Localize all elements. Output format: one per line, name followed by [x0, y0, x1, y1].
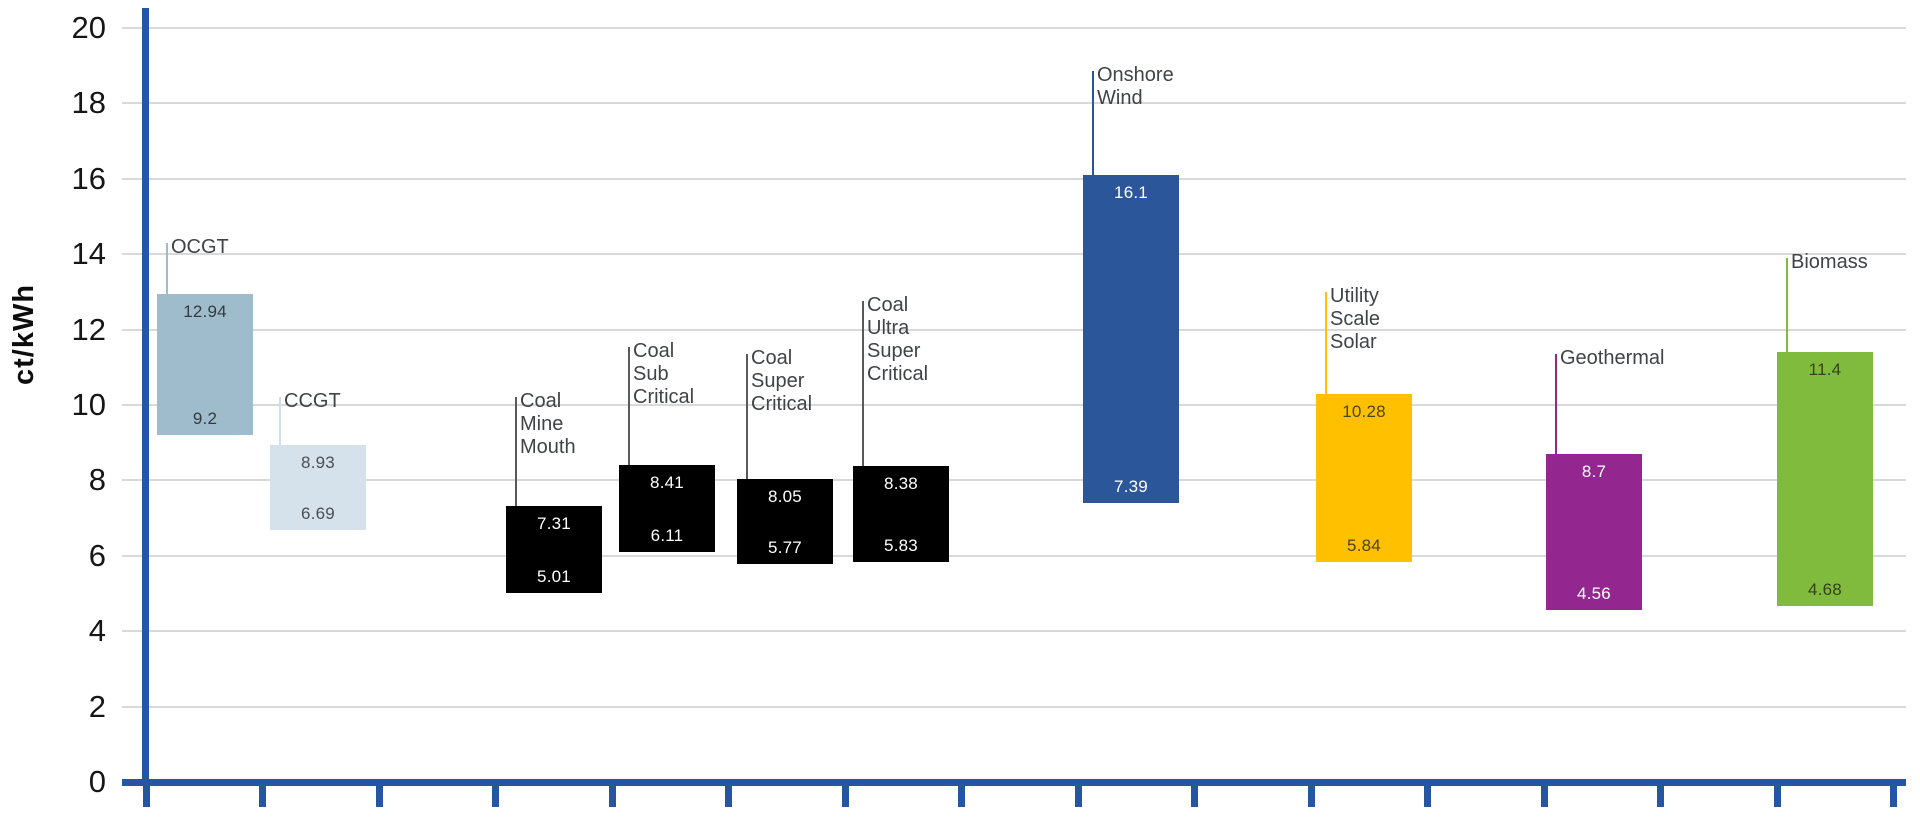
- bar-min-label: 4.56: [1577, 584, 1611, 604]
- category-label: Utility Scale Solar: [1330, 284, 1381, 353]
- bar-min-label: 5.01: [537, 567, 571, 587]
- y-tick-label: 18: [71, 85, 106, 121]
- y-tick-label: 14: [71, 236, 106, 272]
- category-label: Geothermal: [1560, 347, 1665, 370]
- bar-biomass: [1777, 352, 1873, 606]
- category-label: Onshore Wind: [1097, 64, 1174, 110]
- x-axis-tick: [1540, 785, 1548, 807]
- x-axis-tick: [143, 785, 150, 807]
- leader-line: [1325, 291, 1327, 395]
- x-axis-tick: [259, 785, 267, 807]
- bar-max-label: 8.38: [884, 474, 918, 494]
- x-axis-line: [122, 779, 1906, 786]
- bar-min-label: 7.39: [1114, 477, 1148, 497]
- x-axis-tick: [958, 785, 966, 807]
- bar-max-label: 10.28: [1342, 402, 1386, 422]
- gridline: [122, 479, 1906, 482]
- y-axis-line: [142, 8, 149, 786]
- y-tick-label: 16: [71, 160, 106, 196]
- gridline: [122, 328, 1906, 331]
- leader-line: [515, 397, 517, 507]
- leader-line: [279, 397, 281, 446]
- bar-max-label: 12.94: [183, 302, 227, 322]
- bar-min-label: 6.11: [650, 525, 684, 545]
- x-axis-tick: [608, 785, 616, 807]
- category-label: Biomass: [1791, 250, 1868, 273]
- category-label: CCGT: [284, 390, 341, 413]
- category-label: Coal Mine Mouth: [520, 390, 576, 459]
- bar-ccgt: [270, 445, 366, 530]
- bar-coal-sub-critical: [619, 464, 715, 552]
- x-axis-tick: [492, 785, 500, 807]
- gridline: [122, 253, 1906, 256]
- x-axis-tick: [841, 785, 849, 807]
- y-tick-label: 0: [88, 764, 106, 799]
- bar-geothermal: [1546, 454, 1642, 611]
- y-tick-label: 20: [71, 10, 106, 45]
- x-axis-tick: [1773, 785, 1781, 807]
- bar-utility-scale-solar: [1316, 394, 1412, 562]
- bar-coal-super-critical: [737, 478, 833, 565]
- bar-max-label: 8.05: [768, 486, 802, 506]
- bar-max-label: 11.4: [1808, 360, 1842, 380]
- bar-min-label: 5.84: [1347, 535, 1381, 555]
- bar-min-label: 5.77: [768, 538, 802, 558]
- bar-max-label: 8.7: [1581, 462, 1607, 481]
- bar-max-label: 8.93: [301, 453, 335, 473]
- y-tick-label: 4: [88, 613, 106, 649]
- leader-line: [1786, 257, 1788, 353]
- x-axis-tick: [1074, 785, 1082, 807]
- bar-min-label: 5.83: [884, 536, 918, 556]
- bar-max-label: 7.31: [537, 514, 571, 534]
- leader-line: [1555, 354, 1557, 454]
- bar-onshore-wind: [1083, 175, 1179, 504]
- x-axis-tick: [1424, 785, 1432, 807]
- bar-coal-mine-mouth: [506, 506, 602, 594]
- y-tick-label: 6: [88, 537, 106, 573]
- bar-min-label: 6.69: [301, 503, 335, 523]
- leader-line: [1092, 71, 1094, 176]
- gridline: [122, 102, 1906, 105]
- gridline: [122, 705, 1906, 708]
- y-tick-label: 10: [71, 387, 106, 422]
- x-axis-tick: [375, 785, 383, 807]
- x-axis-tick: [725, 785, 733, 807]
- bar-max-label: 8.41: [650, 472, 684, 492]
- gridline: [122, 27, 1906, 29]
- category-label: Coal Ultra Super Critical: [867, 294, 929, 386]
- bar-min-label: 4.68: [1808, 579, 1842, 599]
- y-tick-label: 8: [88, 462, 106, 498]
- leader-line: [628, 346, 630, 465]
- x-axis-tick: [1191, 785, 1199, 807]
- bar-ocgt: [157, 294, 253, 436]
- x-axis-tick: [1657, 785, 1665, 807]
- leader-line: [862, 301, 864, 467]
- gridline: [122, 404, 1906, 406]
- y-tick-label: 2: [88, 688, 106, 724]
- gridline: [122, 177, 1906, 180]
- leader-line: [746, 354, 748, 479]
- bar-coal-ultra-super-critical: [853, 466, 949, 563]
- x-axis-tick: [1307, 785, 1315, 807]
- x-axis-tick: [1890, 785, 1898, 807]
- y-tick-label: 12: [71, 311, 106, 347]
- leader-line: [166, 242, 168, 295]
- category-label: Coal Sub Critical: [633, 339, 695, 408]
- bar-min-label: 9.2: [192, 409, 218, 429]
- gridline: [122, 630, 1906, 633]
- gridline: [122, 554, 1906, 557]
- category-label: OCGT: [171, 235, 229, 258]
- bar-max-label: 16.1: [1114, 183, 1148, 203]
- category-label: Coal Super Critical: [751, 347, 813, 416]
